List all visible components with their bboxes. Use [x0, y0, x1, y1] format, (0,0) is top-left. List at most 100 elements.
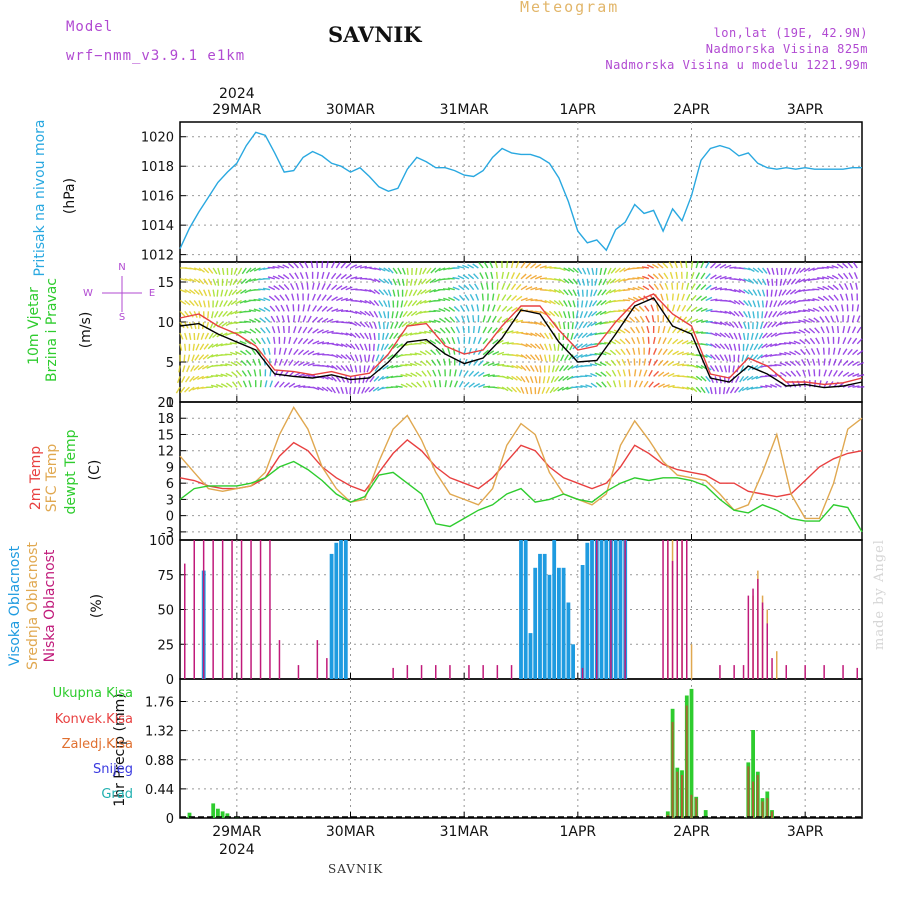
temperature-ytick-label: 0	[166, 510, 174, 525]
pressure-ytick-label: 1014	[141, 219, 174, 234]
bottom-axis-year: 2024	[219, 842, 255, 858]
cloud-bar	[610, 540, 612, 679]
top-axis-day-label: 2APR	[673, 102, 710, 118]
cloud-bar	[752, 588, 754, 679]
pressure-ytick-label: 1016	[141, 190, 174, 205]
precip-bar	[187, 812, 192, 818]
compass-s: S	[119, 312, 125, 323]
cloud-bar	[662, 540, 664, 679]
cloud-bar	[681, 540, 683, 679]
cloud-bar	[585, 542, 590, 679]
legend-hail: Grad	[101, 787, 133, 802]
cloud-bar	[392, 667, 394, 679]
cloud-bar	[599, 540, 604, 679]
cloud-bar	[523, 540, 528, 679]
cloud-bar	[733, 665, 735, 679]
precip-bar	[770, 811, 773, 818]
bottom-axis-day-label: 31MAR	[440, 824, 489, 840]
cloud-bar	[542, 553, 547, 679]
top-axis-year: 2024	[219, 86, 255, 102]
wind-ytick-label: 0	[166, 396, 174, 411]
cloud-bar	[804, 665, 806, 679]
top-axis-day-label: 29MAR	[212, 102, 261, 118]
cloud-bar	[250, 540, 252, 679]
cloud-bar	[449, 665, 451, 679]
wind-ytick-label: 5	[166, 356, 174, 371]
cloud-bar	[406, 665, 409, 679]
model-label: Model	[66, 19, 114, 35]
cloud-ytick-label: 25	[157, 638, 174, 653]
cloud-bar	[339, 540, 343, 679]
bottom-axis-day-label: 30MAR	[326, 824, 375, 840]
precip-ytick-label: 1.76	[145, 696, 174, 711]
cloud-ytick-label: 50	[157, 604, 174, 619]
cloud-bar	[785, 665, 787, 679]
cloud-bar	[671, 560, 674, 679]
temperature-ytick-label: 9	[166, 461, 174, 476]
top-axis-day-label: 3APR	[787, 102, 824, 118]
cloud-bar	[823, 665, 825, 679]
wind-series-1	[179, 293, 863, 386]
model-elevation: Nadmorska Visina u modelu 1221.99m	[605, 58, 868, 72]
cloud-bar	[757, 578, 759, 679]
compass-n: N	[118, 262, 125, 273]
precip-bar	[671, 722, 674, 818]
bottom-axis-day-label: 1APR	[560, 824, 597, 840]
precip-bar	[676, 771, 679, 818]
precip-bar	[690, 794, 693, 818]
precip-bar	[766, 798, 769, 818]
cloud-bar	[590, 540, 594, 679]
precip-ytick-label: 0.88	[145, 754, 174, 769]
cloud-bar	[676, 540, 678, 679]
temperature-ytick-label: -3	[161, 526, 174, 541]
cloud-bar	[343, 540, 348, 679]
top-axis-day-label: 30MAR	[326, 102, 375, 118]
cloud-bar	[231, 540, 233, 679]
precip-bar	[685, 705, 688, 818]
cloud-bar	[686, 540, 688, 679]
top-axis-day-label: 31MAR	[440, 102, 489, 118]
cloud-bar	[316, 640, 319, 679]
cloud-bar	[193, 540, 195, 679]
bottom-axis-day-label: 2APR	[673, 824, 710, 840]
cloud-bar	[604, 540, 609, 679]
cloud-bar	[326, 658, 328, 679]
model-name: wrf−nmm_v3.9.1 e1km	[66, 48, 246, 64]
cloud-bar	[747, 595, 750, 679]
legend-snow: Snijeg	[93, 762, 133, 777]
temperature-ytick-label: 12	[157, 445, 174, 460]
wind-ytick-label: 10	[157, 316, 174, 331]
precip-bar	[695, 798, 698, 818]
precip-bar	[225, 813, 230, 818]
cloud-bar	[510, 665, 513, 679]
cloud-bar	[566, 602, 571, 679]
cloud-bar	[519, 540, 523, 679]
pressure-ytick-label: 1020	[141, 131, 174, 146]
precip-bar	[756, 775, 759, 818]
temperature-ytick-label: 15	[157, 428, 174, 443]
legend-freezing-rain: Zaledj.Kisa	[61, 737, 133, 752]
pressure-ytick-label: 1018	[141, 160, 174, 175]
cloud-bar	[435, 665, 437, 679]
cloud-bar	[766, 623, 768, 679]
temperature-series-1	[179, 406, 863, 520]
bottom-axis-day-label: 3APR	[787, 824, 824, 840]
wind-ytick-label: 15	[157, 276, 174, 291]
cloud-bar	[771, 658, 773, 679]
temperature-ytick-label: 6	[166, 477, 174, 492]
cloud-bar	[420, 665, 423, 679]
legend-convective-rain: Konvek.Kisa	[54, 712, 133, 727]
cloud-bar	[528, 633, 533, 679]
cloud-bar	[329, 553, 334, 679]
cloud-bar	[184, 563, 186, 679]
station-elevation: Nadmorska Visina 825m	[705, 42, 868, 56]
wind-series-0	[179, 297, 863, 389]
cloud-bar	[856, 667, 858, 679]
precip-bar	[216, 808, 220, 818]
precip-ytick-label: 1.32	[145, 725, 174, 740]
cloud-ytick-label: 0	[166, 673, 174, 688]
precip-bar	[689, 688, 694, 818]
location-coords: lon,lat (19E, 42.9N)	[713, 26, 868, 40]
compass-w: W	[83, 288, 93, 299]
cloud-bar	[552, 540, 557, 679]
